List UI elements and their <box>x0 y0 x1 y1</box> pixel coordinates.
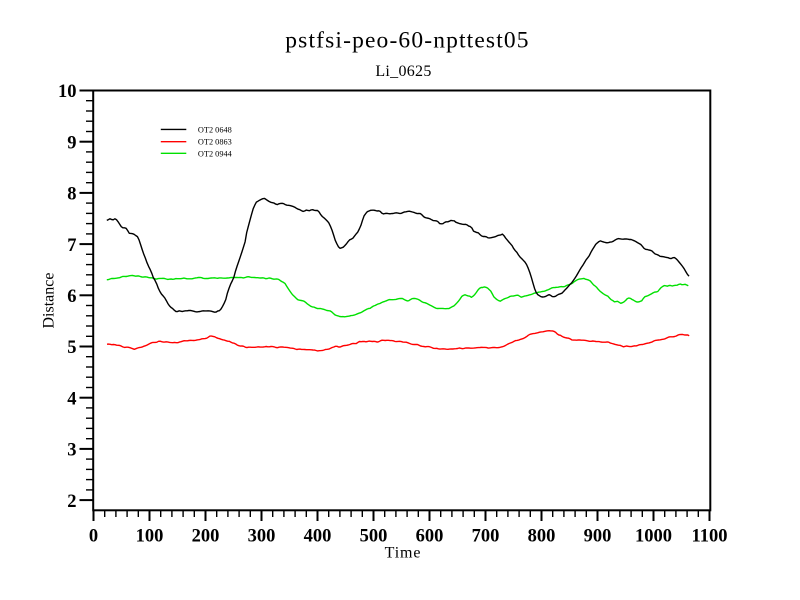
svg-text:200: 200 <box>192 527 220 547</box>
svg-text:Li_0625: Li_0625 <box>375 63 431 80</box>
svg-text:0: 0 <box>89 527 98 547</box>
svg-text:OT2 0863: OT2 0863 <box>198 138 232 147</box>
svg-text:400: 400 <box>304 527 332 547</box>
svg-text:500: 500 <box>360 527 388 547</box>
svg-text:6: 6 <box>67 287 76 307</box>
svg-text:5: 5 <box>67 338 76 358</box>
svg-text:pstfsi-peo-60-npttest05: pstfsi-peo-60-npttest05 <box>285 28 529 54</box>
svg-text:700: 700 <box>472 527 500 547</box>
svg-text:600: 600 <box>416 527 444 547</box>
svg-text:OT2 0944: OT2 0944 <box>198 149 233 158</box>
svg-text:2: 2 <box>67 492 76 512</box>
svg-text:3: 3 <box>67 441 76 461</box>
svg-text:800: 800 <box>528 527 556 547</box>
svg-text:Time: Time <box>385 545 422 562</box>
svg-text:4: 4 <box>67 389 76 409</box>
svg-text:900: 900 <box>584 527 612 547</box>
svg-text:8: 8 <box>67 185 76 205</box>
svg-text:Distance: Distance <box>41 273 58 329</box>
svg-text:1000: 1000 <box>635 527 672 547</box>
svg-text:9: 9 <box>67 133 76 153</box>
svg-text:300: 300 <box>248 527 276 547</box>
svg-text:1100: 1100 <box>692 527 728 547</box>
svg-text:7: 7 <box>67 236 76 256</box>
svg-text:100: 100 <box>136 527 164 547</box>
svg-text:OT2 0648: OT2 0648 <box>198 125 232 134</box>
svg-text:10: 10 <box>58 82 77 102</box>
